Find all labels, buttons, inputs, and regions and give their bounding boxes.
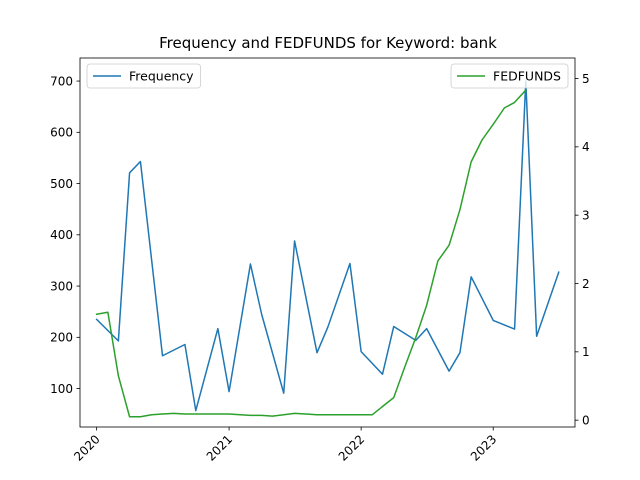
series-line-frequency: [95, 80, 560, 412]
plot-frame: [79, 57, 576, 428]
series-line-fedfunds: [95, 89, 527, 418]
legend-right: FEDFUNDS: [450, 63, 569, 89]
y-right-tick-label: 2: [582, 277, 590, 291]
legend-box: [450, 63, 569, 89]
legend-label-fedfunds: FEDFUNDS: [493, 69, 561, 84]
x-tick-label: 2020: [71, 432, 102, 463]
x-tick-label: 2021: [204, 432, 235, 463]
x-tick-label: 2022: [336, 432, 367, 463]
y-right-tick-label: 5: [582, 72, 590, 86]
y-right-tick-label: 0: [582, 413, 590, 427]
legends: Frequency FEDFUNDS: [86, 63, 569, 89]
y-left-tick-label: 700: [50, 74, 73, 88]
legend-label-frequency: Frequency: [129, 69, 194, 84]
y-left-tick-label: 100: [50, 382, 73, 396]
y-left-tick-label: 600: [50, 126, 73, 140]
axes: 100 200 300 400 500 600 700 0 1 2 3 4 5 2020 2021 2022 2…: [50, 57, 590, 464]
chart-title: Frequency and FEDFUNDS for Keyword: bank: [159, 34, 497, 52]
y-right-tick-label: 3: [582, 208, 590, 222]
legend-box: [86, 63, 201, 89]
y-left-tick-label: 500: [50, 177, 73, 191]
y-right-tick-label: 1: [582, 345, 590, 359]
plot-area: [95, 80, 560, 418]
y-right-tick-label: 4: [582, 140, 590, 154]
legend-left: Frequency: [86, 63, 201, 89]
x-tick-label: 2023: [468, 432, 499, 463]
y-left-tick-label: 200: [50, 331, 73, 345]
y-left-tick-label: 400: [50, 228, 73, 242]
y-left-tick-label: 300: [50, 279, 73, 293]
